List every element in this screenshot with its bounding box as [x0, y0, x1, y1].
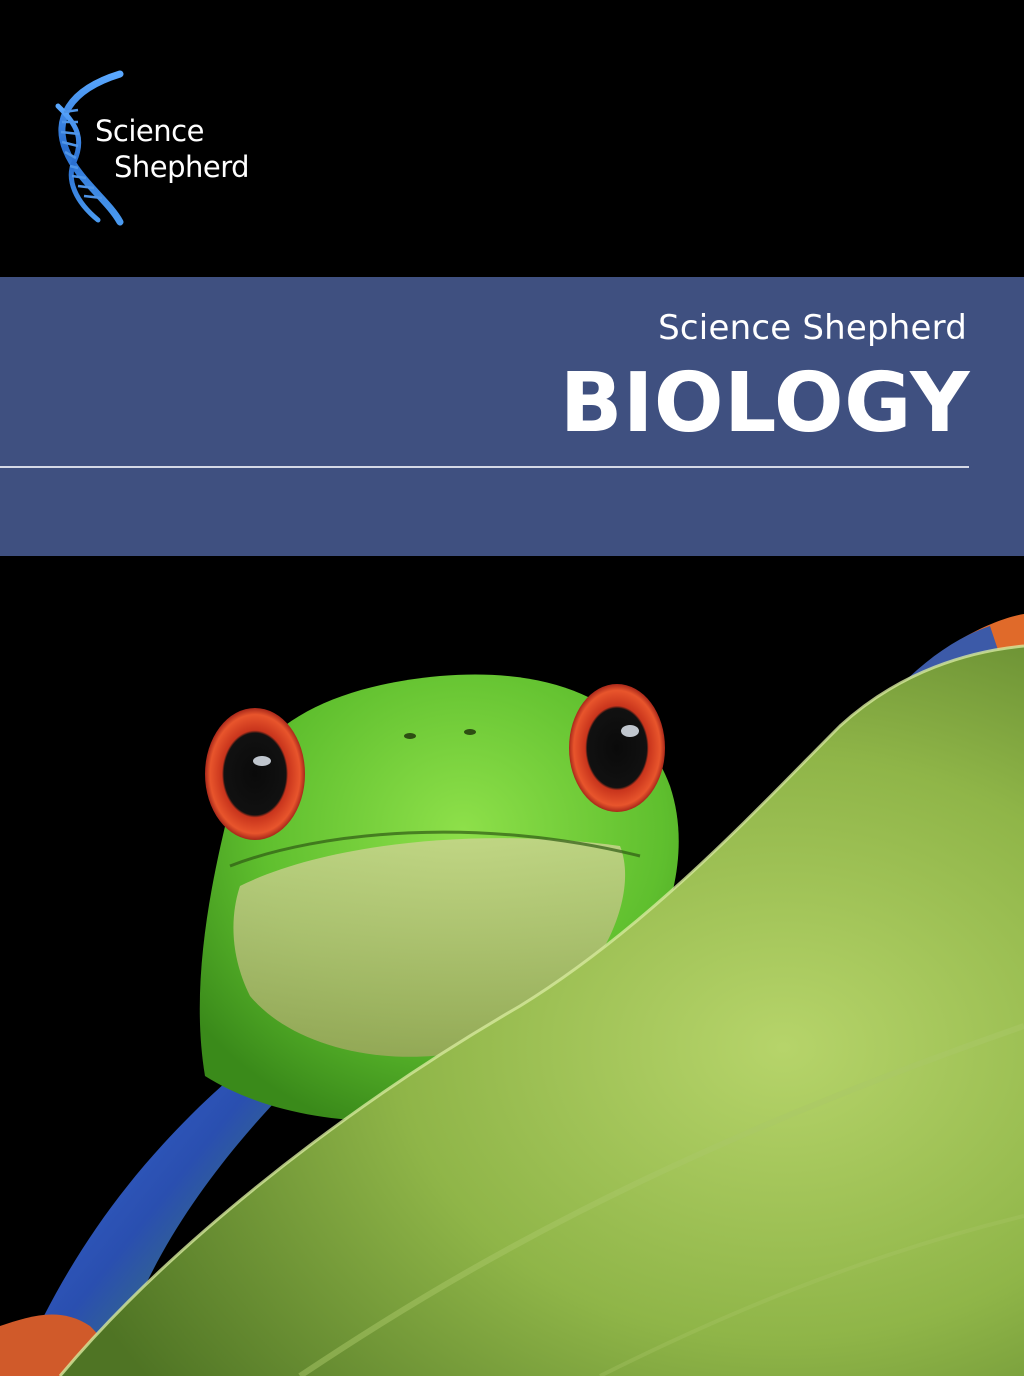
- title-divider: [0, 466, 969, 468]
- dna-helix-icon: [55, 70, 124, 226]
- frog-photo: [0, 614, 1024, 1376]
- science-shepherd-logo: Science Shepherd: [48, 70, 288, 230]
- series-subtitle: Science Shepherd: [658, 308, 967, 348]
- logo-text-line1: Science: [95, 114, 204, 148]
- logo-text-line2: Shepherd: [114, 150, 250, 184]
- title-band: Science Shepherd BIOLOGY: [0, 277, 1024, 556]
- book-title: BIOLOGY: [559, 356, 970, 451]
